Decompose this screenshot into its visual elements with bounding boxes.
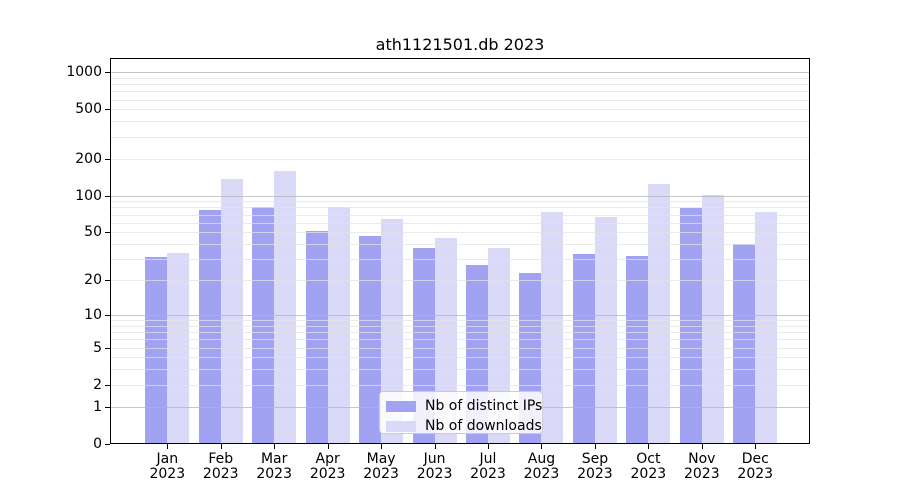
gridline-minor (111, 158, 809, 160)
y-tick (105, 347, 110, 349)
x-tick-label: Dec 2023 (737, 451, 774, 482)
bar-downloads-aug (541, 211, 564, 444)
gridline-minor (111, 347, 809, 349)
y-tick (105, 314, 110, 316)
x-tick (274, 444, 276, 449)
gridline-minor (111, 369, 809, 371)
x-tick (648, 444, 650, 449)
x-tick-label: Nov 2023 (683, 451, 720, 482)
y-tick (105, 72, 110, 74)
bar-downloads-sep (594, 216, 617, 444)
gridline-minor (111, 339, 809, 341)
bar-distinct-ips-jan (145, 257, 168, 444)
gridline-minor (111, 201, 809, 203)
y-tick-label: 200 (75, 150, 102, 167)
legend: Nb of distinct IPs Nb of downloads (379, 391, 543, 434)
gridline-minor (111, 320, 809, 322)
y-tick (105, 109, 110, 111)
bar-distinct-ips-apr (305, 231, 328, 444)
y-tick (105, 384, 110, 386)
x-tick-label: Feb 2023 (202, 451, 239, 482)
gridline-minor (111, 232, 809, 234)
legend-swatch-downloads (386, 420, 416, 432)
bar-distinct-ips-sep (572, 254, 595, 444)
legend-label: Nb of downloads (425, 418, 542, 434)
y-tick (105, 280, 110, 282)
gridline-minor (111, 99, 809, 101)
gridline-major (111, 195, 809, 197)
bar-distinct-ips-dec (733, 244, 756, 444)
x-tick (220, 444, 222, 449)
y-tick (105, 158, 110, 160)
legend-label: Nb of distinct IPs (425, 398, 543, 414)
gridline-minor (111, 109, 809, 111)
y-tick-label: 0 (93, 436, 102, 452)
x-tick (327, 444, 329, 449)
gridline-major (111, 314, 809, 316)
x-tick-label: Jan 2023 (149, 451, 186, 482)
x-tick-label: Mar 2023 (256, 451, 292, 482)
bar-distinct-ips-oct (626, 255, 649, 444)
x-tick (541, 444, 543, 449)
y-tick-label: 500 (75, 101, 102, 118)
gridline-minor (111, 84, 809, 86)
bar-downloads-mar (274, 170, 297, 444)
gridline-minor (111, 121, 809, 123)
gridline-minor (111, 332, 809, 334)
x-tick (434, 444, 436, 449)
gridline-minor (111, 222, 809, 224)
gridline-minor (111, 384, 809, 386)
gridline-minor (111, 214, 809, 216)
x-tick-label: May 2023 (363, 451, 399, 482)
legend-item: Nb of distinct IPs (386, 396, 542, 416)
bar-distinct-ips-mar (252, 207, 275, 444)
legend-swatch-distinct-ips (386, 400, 416, 412)
y-tick (105, 232, 110, 234)
y-tick-label: 100 (75, 187, 102, 204)
bar-downloads-may (381, 219, 404, 444)
bar-downloads-apr (327, 207, 350, 444)
x-tick-label: Oct 2023 (630, 451, 667, 482)
gridline-minor (111, 91, 809, 93)
gridline-minor (111, 244, 809, 246)
bar-downloads-nov (701, 194, 724, 444)
gridline-minor (111, 280, 809, 282)
bar-downloads-oct (648, 183, 671, 444)
y-tick-label: 1 (93, 398, 102, 415)
gridline-minor (111, 325, 809, 327)
y-tick-label: 1000 (66, 64, 102, 81)
x-tick (755, 444, 757, 449)
y-tick (105, 406, 110, 408)
y-tick (105, 195, 110, 197)
gridline-minor (111, 136, 809, 138)
x-tick-label: Apr 2023 (309, 451, 346, 482)
y-tick-label: 20 (84, 272, 102, 289)
y-tick-label: 10 (84, 306, 102, 323)
x-tick-label: Jun 2023 (416, 451, 453, 482)
y-tick-label: 5 (93, 339, 102, 356)
y-tick-label: 50 (84, 224, 102, 241)
y-tick (105, 444, 110, 445)
y-tick-label: 2 (93, 376, 102, 393)
bar-downloads-feb (220, 179, 243, 444)
x-tick-label: Jul 2023 (470, 451, 506, 482)
x-tick (594, 444, 596, 449)
gridline-major (111, 72, 809, 74)
legend-item: Nb of downloads (386, 416, 542, 436)
gridline-minor (111, 357, 809, 359)
gridline-minor (111, 259, 809, 261)
gridline-minor (111, 207, 809, 209)
gridline-minor (111, 77, 809, 79)
x-tick-label: Sep 2023 (577, 451, 613, 482)
x-tick (167, 444, 169, 449)
x-tick (488, 444, 489, 449)
x-tick (381, 444, 383, 449)
bar-downloads-dec (755, 212, 778, 444)
x-tick (701, 444, 703, 449)
chart-title: ath1121501.db 2023 (375, 35, 545, 54)
x-tick-label: Aug 2023 (523, 451, 560, 482)
